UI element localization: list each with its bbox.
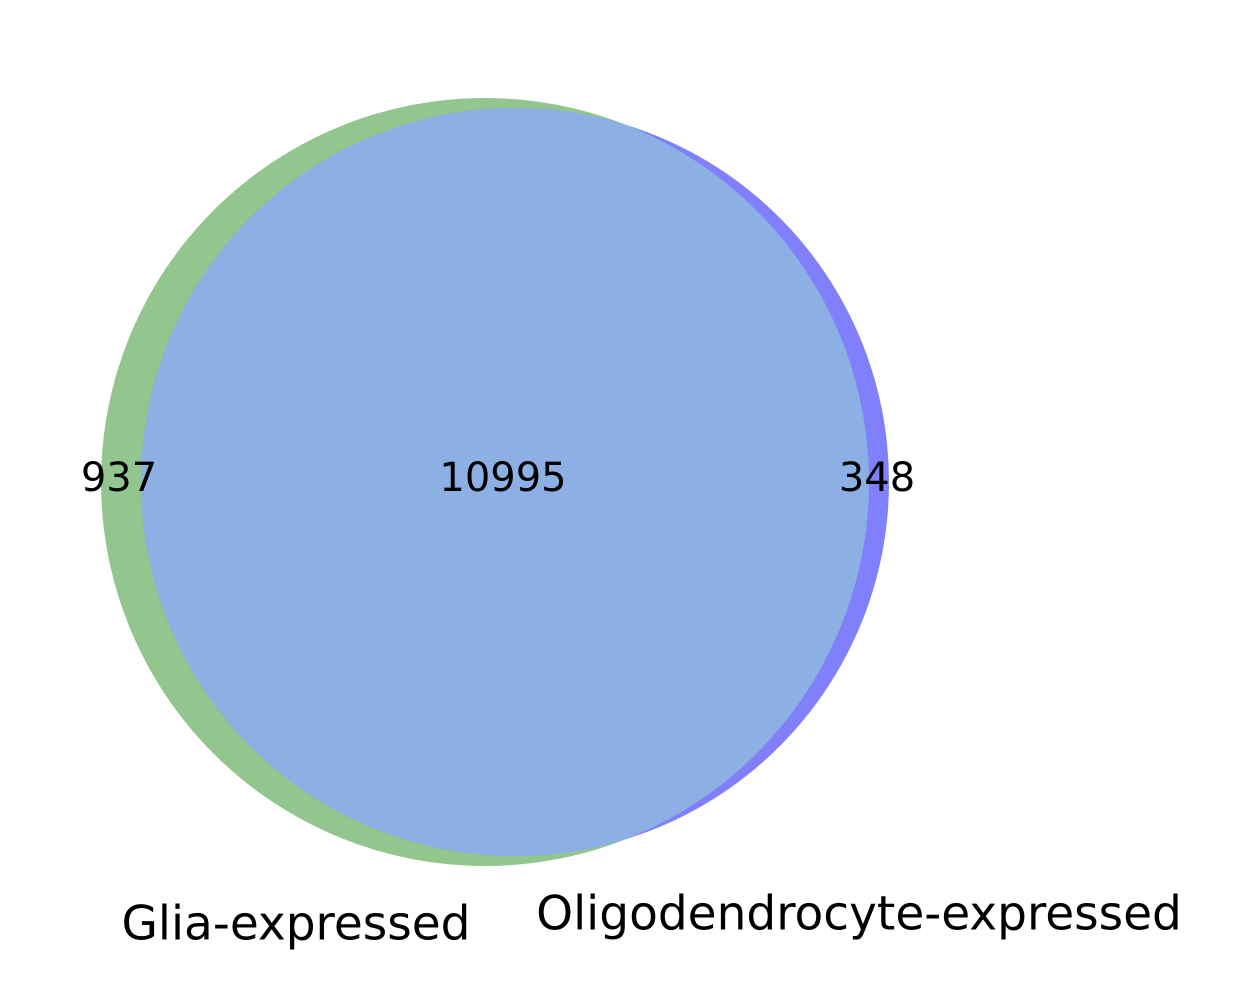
label-oligodendrocyte-expressed: Oligodendrocyte-expressed xyxy=(536,887,1182,942)
overlap-region xyxy=(141,108,869,856)
count-oligodendrocyte-only: 348 xyxy=(839,455,915,501)
count-overlap: 10995 xyxy=(439,455,566,501)
count-glia-only: 937 xyxy=(81,455,157,501)
label-glia-expressed: Glia-expressed xyxy=(122,897,471,952)
